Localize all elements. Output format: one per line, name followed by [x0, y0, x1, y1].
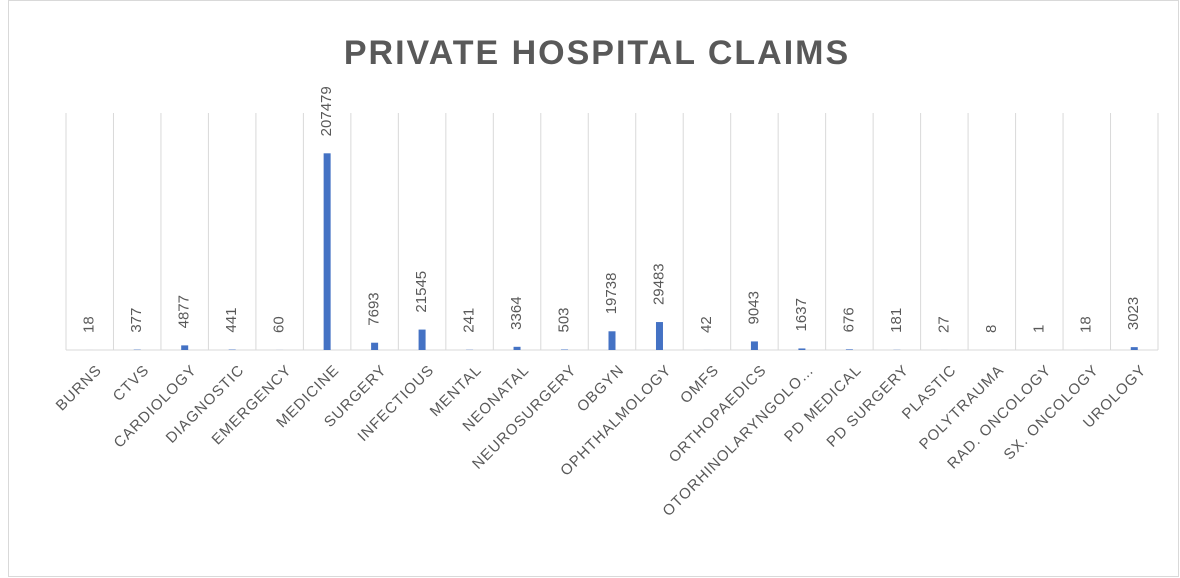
bar	[608, 331, 616, 350]
bar	[181, 345, 189, 350]
bar	[513, 346, 521, 350]
data-label: 7693	[366, 292, 383, 325]
data-label: 441	[223, 308, 240, 333]
data-label: 181	[888, 308, 905, 333]
data-label: 207479	[318, 86, 335, 136]
data-label: 9043	[745, 291, 762, 324]
data-label: 377	[128, 308, 145, 333]
data-label: 8	[983, 325, 1000, 333]
data-label: 21545	[413, 271, 430, 313]
bar	[750, 341, 758, 350]
bar	[323, 153, 331, 350]
chart-title: PRIVATE HOSPITAL CLAIMS	[344, 34, 850, 72]
data-label: 18	[81, 316, 98, 333]
bar	[798, 348, 806, 350]
bar	[418, 329, 426, 350]
data-label: 503	[555, 307, 572, 332]
data-label: 42	[698, 316, 715, 333]
bar	[655, 322, 663, 350]
data-label: 60	[271, 316, 288, 333]
chart-border	[8, 0, 1179, 577]
data-label: 241	[461, 308, 478, 333]
data-label: 29483	[650, 263, 667, 305]
bar	[845, 349, 853, 350]
data-label: 18	[1078, 316, 1095, 333]
data-label: 19738	[603, 273, 620, 315]
bar	[1130, 347, 1138, 350]
data-label: 3364	[508, 296, 525, 329]
data-label: 27	[935, 316, 952, 333]
data-label: 1	[1030, 325, 1047, 333]
bar	[371, 342, 379, 350]
data-label: 676	[840, 307, 857, 332]
data-label: 3023	[1125, 297, 1142, 330]
data-label: 1637	[793, 298, 810, 331]
data-label: 4877	[176, 295, 193, 328]
